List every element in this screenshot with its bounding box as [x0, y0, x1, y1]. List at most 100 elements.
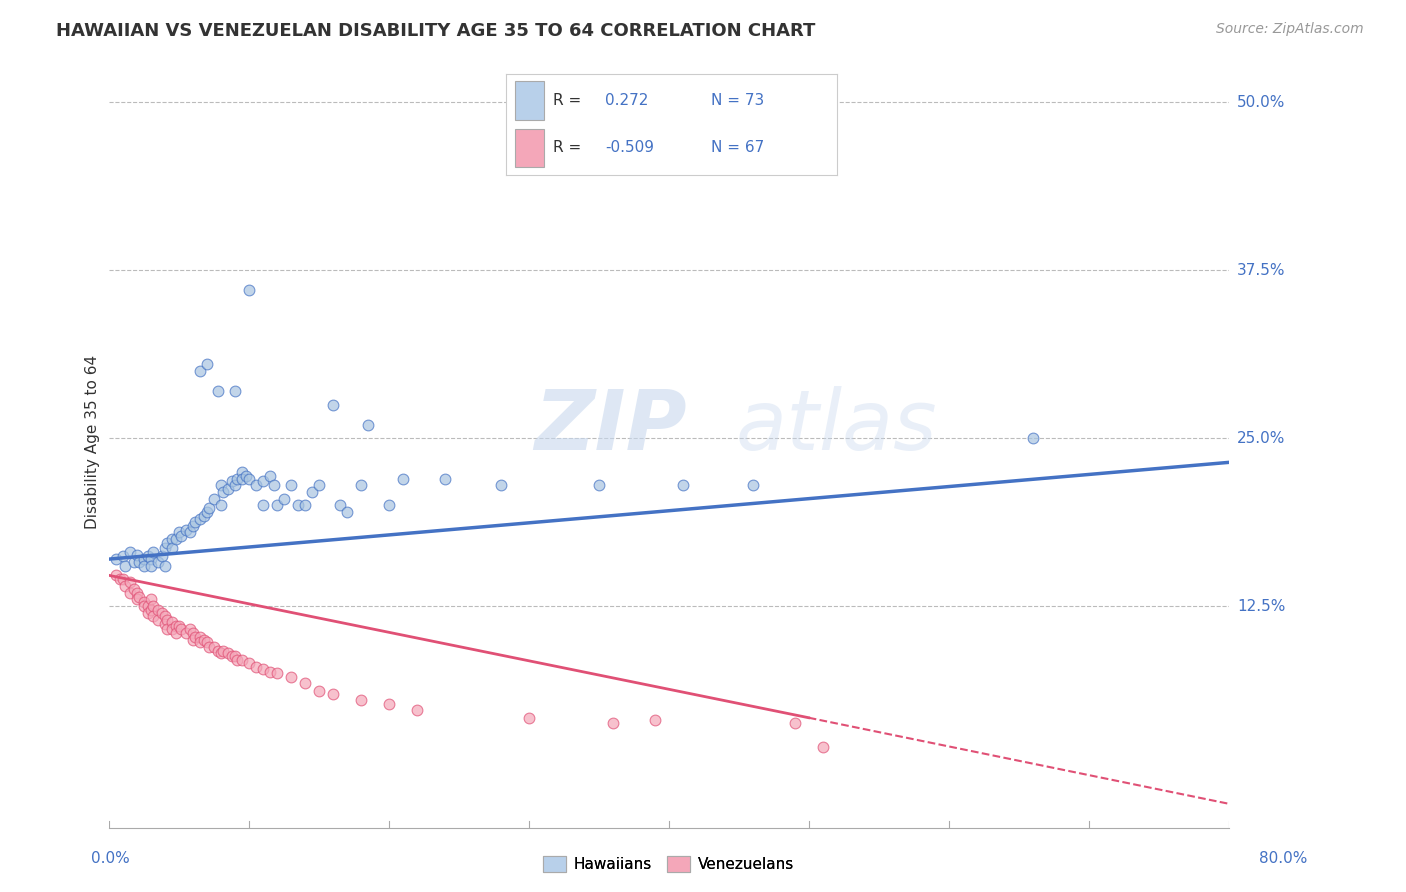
Text: atlas: atlas: [735, 385, 938, 467]
Point: [136, 549, 159, 564]
Point: [188, 364, 211, 378]
Point: [132, 595, 155, 609]
Point: [142, 608, 165, 623]
Point: [153, 616, 176, 631]
Point: [146, 555, 169, 569]
Point: [217, 482, 239, 496]
Point: [224, 648, 246, 663]
Point: [170, 529, 193, 543]
Point: [259, 468, 281, 483]
Point: [350, 693, 373, 707]
Point: [184, 515, 207, 529]
Point: [153, 541, 176, 556]
Point: [118, 586, 141, 600]
Point: [128, 590, 150, 604]
Point: [132, 558, 155, 573]
Point: [139, 552, 162, 566]
Point: [114, 579, 136, 593]
Point: [195, 635, 218, 649]
Point: [377, 499, 399, 513]
Point: [263, 478, 285, 492]
Point: [226, 653, 249, 667]
Point: [195, 357, 218, 371]
Point: [252, 499, 274, 513]
Point: [212, 485, 235, 500]
Point: [150, 606, 173, 620]
Point: [294, 499, 316, 513]
Text: 0.0%: 0.0%: [91, 851, 131, 865]
Point: [350, 478, 373, 492]
Point: [252, 662, 274, 676]
Point: [301, 485, 323, 500]
Point: [1021, 431, 1043, 445]
Point: [104, 568, 127, 582]
Point: [198, 640, 221, 654]
Point: [741, 478, 763, 492]
Point: [280, 478, 302, 492]
Text: 50.0%: 50.0%: [1237, 95, 1285, 110]
Point: [118, 574, 141, 589]
Point: [104, 552, 127, 566]
Point: [644, 714, 666, 728]
Point: [156, 613, 179, 627]
Text: 12.5%: 12.5%: [1237, 599, 1285, 614]
Point: [266, 499, 288, 513]
Point: [433, 471, 456, 485]
Point: [588, 478, 610, 492]
Point: [207, 384, 229, 398]
Point: [118, 545, 141, 559]
Point: [139, 558, 162, 573]
Point: [156, 536, 179, 550]
Point: [170, 622, 193, 636]
Point: [193, 632, 215, 647]
Point: [329, 499, 352, 513]
Point: [132, 552, 155, 566]
Point: [245, 659, 267, 673]
Point: [108, 572, 131, 586]
Point: [181, 626, 204, 640]
Point: [224, 384, 246, 398]
Point: [188, 512, 211, 526]
Point: [122, 582, 145, 596]
Point: [217, 646, 239, 660]
Text: Source: ZipAtlas.com: Source: ZipAtlas.com: [1216, 22, 1364, 37]
Point: [259, 665, 281, 679]
Point: [391, 471, 413, 485]
Point: [146, 613, 169, 627]
Point: [111, 549, 134, 564]
Point: [287, 499, 309, 513]
Point: [179, 525, 201, 540]
Point: [811, 740, 834, 755]
Point: [489, 478, 512, 492]
Point: [167, 619, 190, 633]
Point: [160, 532, 183, 546]
Point: [179, 622, 201, 636]
Text: HAWAIIAN VS VENEZUELAN DISABILITY AGE 35 TO 64 CORRELATION CHART: HAWAIIAN VS VENEZUELAN DISABILITY AGE 35…: [56, 22, 815, 40]
Text: 25.0%: 25.0%: [1237, 431, 1285, 446]
Point: [132, 599, 155, 614]
Point: [174, 626, 197, 640]
Y-axis label: Disability Age 35 to 64: Disability Age 35 to 64: [86, 354, 100, 529]
Point: [209, 478, 232, 492]
Point: [136, 599, 159, 614]
Point: [156, 622, 179, 636]
Point: [322, 687, 344, 701]
Point: [188, 630, 211, 644]
Text: 37.5%: 37.5%: [1237, 262, 1285, 277]
Point: [153, 558, 176, 573]
Point: [308, 478, 330, 492]
Legend: Hawaiians, Venezuelans: Hawaiians, Venezuelans: [537, 850, 800, 879]
Point: [226, 471, 249, 485]
Point: [188, 635, 211, 649]
Point: [146, 603, 169, 617]
Point: [336, 505, 359, 519]
Point: [322, 398, 344, 412]
Point: [165, 532, 187, 546]
Point: [672, 478, 695, 492]
Point: [139, 603, 162, 617]
Point: [273, 491, 295, 506]
Point: [209, 646, 232, 660]
Point: [174, 523, 197, 537]
Point: [224, 478, 246, 492]
Point: [202, 640, 225, 654]
